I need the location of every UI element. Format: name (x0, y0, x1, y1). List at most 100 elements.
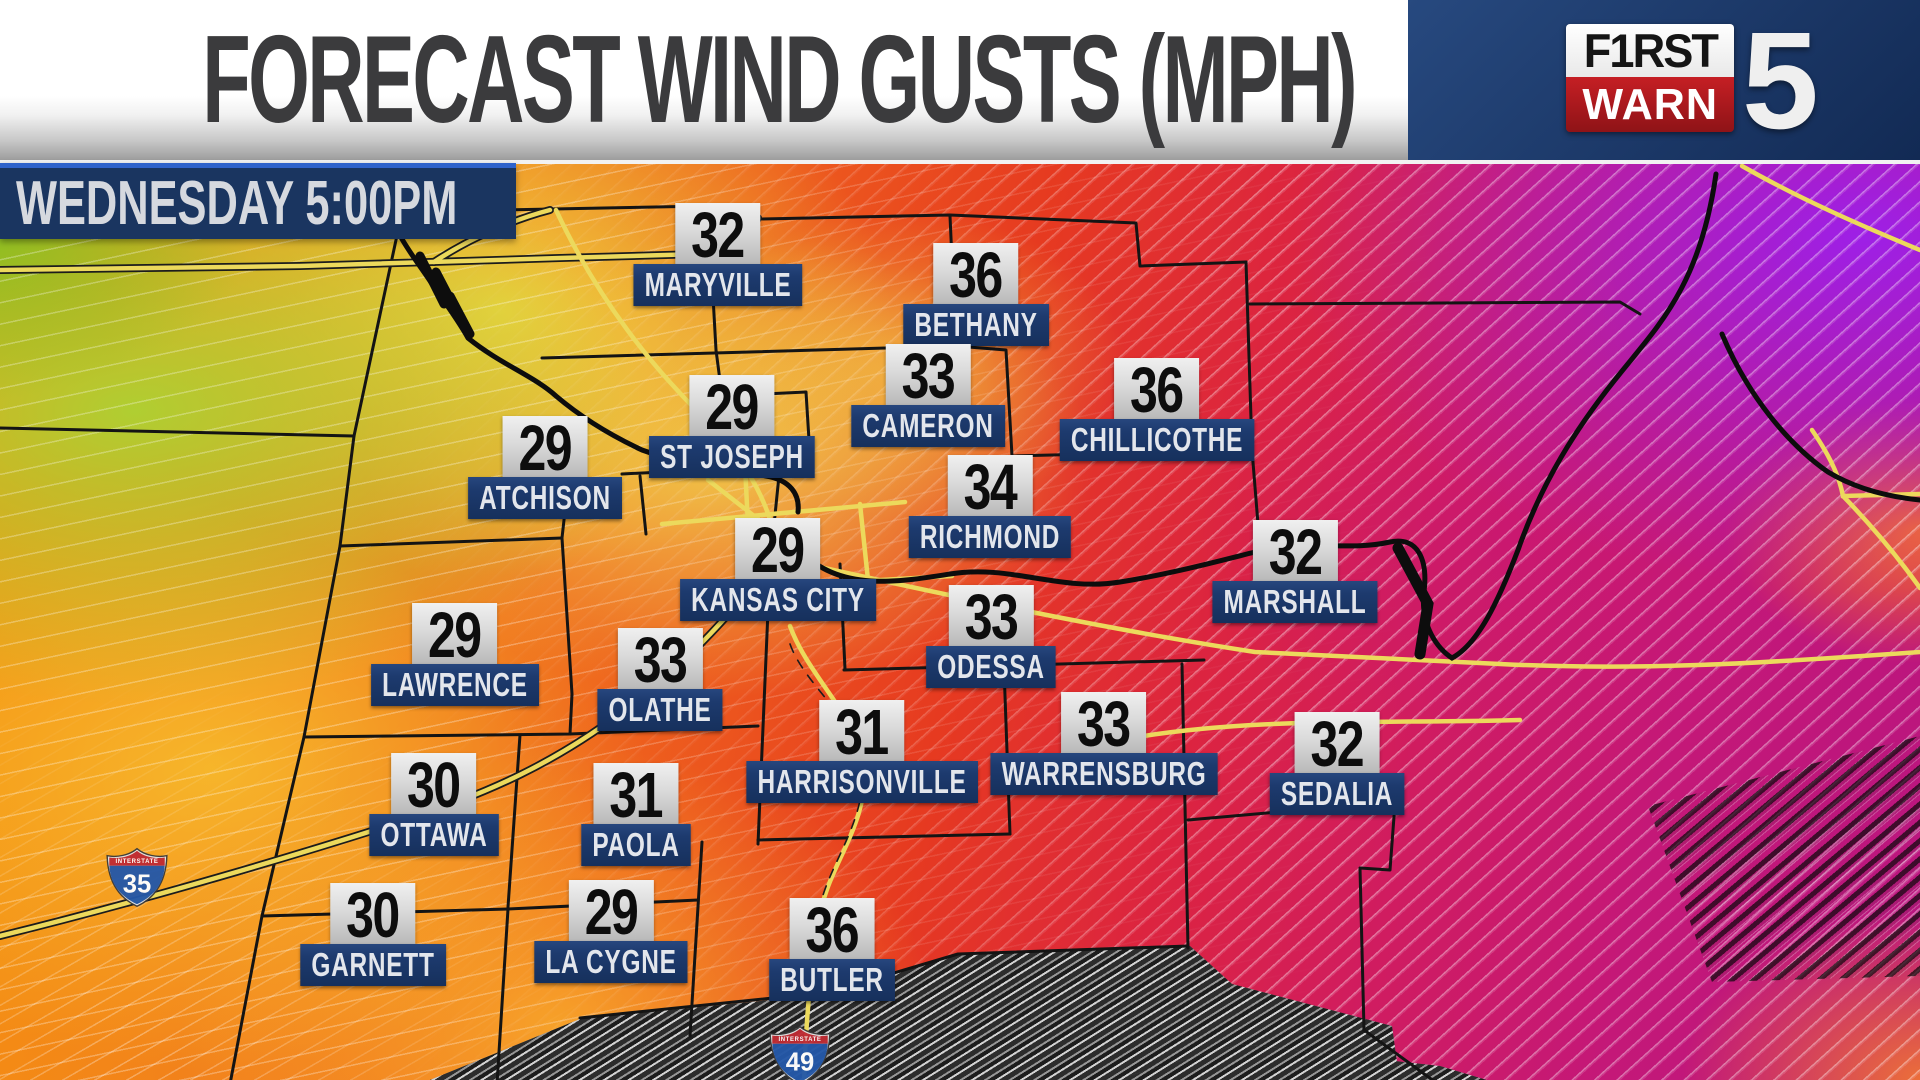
gust-value-badge: 29 (689, 371, 775, 443)
gust-value: 34 (963, 451, 1018, 523)
city-name-bar: GARNETT (300, 944, 446, 986)
gust-value-badge: 32 (1252, 516, 1338, 588)
svg-text:INTERSTATE: INTERSTATE (779, 1037, 822, 1043)
gust-value-badge: 29 (568, 876, 654, 948)
city-gust-label: 33 ODESSA (903, 581, 1078, 688)
city-name-bar: KANSAS CITY (680, 579, 876, 621)
gust-value-badge: 30 (330, 879, 416, 951)
city-name-bar: CHILLICOTHE (1059, 419, 1255, 461)
city-gust-label: 36 BUTLER (747, 894, 917, 1001)
city-gust-label: 34 RICHMOND (880, 451, 1099, 558)
city-name-bar: MARSHALL (1212, 581, 1378, 623)
svg-text:INTERSTATE: INTERSTATE (116, 859, 159, 865)
city-name-bar: LA CYGNE (534, 941, 688, 983)
city-name-bar: OLATHE (597, 689, 723, 731)
city-name-bar: LAWRENCE (371, 664, 539, 706)
gust-value-badge: 29 (412, 599, 498, 671)
city-name: MARYVILLE (644, 266, 792, 303)
city-name: ODESSA (937, 648, 1045, 685)
city-name-bar: WARRENSBURG (990, 753, 1218, 795)
gust-value-badge: 36 (1114, 354, 1200, 426)
page-title: FORECAST WIND GUSTS (MPH) (202, 11, 1358, 149)
city-gust-label: 31 HARRISONVILLE (706, 696, 1019, 803)
logo-first-band: F1RST (1566, 24, 1734, 77)
city-name: MARSHALL (1223, 583, 1367, 620)
city-gust-label: 29 KANSAS CITY (646, 514, 911, 621)
gust-value-badge: 36 (933, 239, 1019, 311)
city-name-bar: OTTAWA (369, 814, 499, 856)
gust-value-badge: 29 (502, 412, 588, 484)
city-gust-label: 36 CHILLICOTHE (1026, 354, 1289, 461)
city-name: PAOLA (592, 826, 680, 863)
city-gust-label: 33 CAMERON (824, 340, 1032, 447)
timestamp-label: WEDNESDAY 5:00PM (16, 169, 458, 238)
city-name-bar: ODESSA (926, 646, 1056, 688)
gust-value-badge: 33 (948, 581, 1034, 653)
city-name-bar: PAOLA (581, 824, 691, 866)
gust-value: 30 (346, 879, 401, 951)
gust-value: 36 (1130, 354, 1185, 426)
gust-value: 32 (1310, 708, 1365, 780)
gust-value: 33 (964, 581, 1019, 653)
city-name-bar: SEDALIA (1269, 773, 1405, 815)
city-name: RICHMOND (919, 518, 1061, 555)
city-name-bar: BUTLER (769, 959, 895, 1001)
city-name: OTTAWA (380, 816, 488, 853)
gust-value: 32 (691, 199, 746, 271)
city-name-bar: CAMERON (851, 405, 1005, 447)
city-name: BUTLER (780, 961, 884, 998)
gust-value: 32 (1268, 516, 1323, 588)
city-gust-label: 32 SEDALIA (1246, 708, 1428, 815)
city-name: OLATHE (608, 691, 712, 728)
gust-value-badge: 34 (947, 451, 1033, 523)
city-gust-label: 29 ST JOSEPH (620, 371, 844, 478)
gust-value: 31 (609, 759, 664, 831)
city-name-bar: MARYVILLE (633, 264, 803, 306)
header-bar: FORECAST WIND GUSTS (MPH) F1RST WARN 5 (0, 0, 1920, 160)
city-gust-label: 31 PAOLA (562, 759, 710, 866)
gust-value: 29 (518, 412, 573, 484)
city-name-bar: BETHANY (903, 304, 1049, 346)
city-name: KANSAS CITY (691, 581, 865, 618)
city-name-bar: HARRISONVILLE (746, 761, 978, 803)
city-name: LAWRENCE (382, 666, 528, 703)
gust-value-badge: 36 (789, 894, 875, 966)
timestamp-banner: WEDNESDAY 5:00PM (0, 163, 516, 239)
city-name: SEDALIA (1280, 775, 1394, 812)
gust-value: 29 (705, 371, 760, 443)
city-gust-label: 29 LA CYGNE (507, 876, 714, 983)
city-gust-label: 32 MARSHALL (1183, 516, 1406, 623)
gust-value: 31 (835, 696, 890, 768)
gust-value: 33 (901, 340, 956, 412)
interstate-shield: INTERSTATE 49 (768, 1025, 832, 1080)
gust-value: 30 (407, 749, 462, 821)
city-name-bar: RICHMOND (908, 516, 1072, 558)
gust-value: 33 (633, 624, 688, 696)
gust-value: 33 (1077, 688, 1132, 760)
city-gust-label: 29 LAWRENCE (342, 599, 569, 706)
gust-value-badge: 29 (735, 514, 821, 586)
station-logo-box: F1RST WARN 5 (1408, 0, 1920, 160)
city-name: GARNETT (311, 946, 435, 983)
logo-warn-text: WARN (1582, 79, 1718, 129)
city-name-bar: ATCHISON (468, 477, 622, 519)
city-name-bar: ST JOSEPH (649, 436, 815, 478)
svg-text:49: 49 (786, 1048, 814, 1076)
city-name: LA CYGNE (545, 943, 677, 980)
city-gust-label: 33 OLATHE (575, 624, 744, 731)
city-name: BETHANY (914, 306, 1038, 343)
city-gust-label: 30 GARNETT (275, 879, 472, 986)
gust-value-badge: 33 (617, 624, 703, 696)
interstate-shield-icon: INTERSTATE 49 (769, 1025, 831, 1080)
gust-value-badge: 32 (1294, 708, 1380, 780)
city-name: HARRISONVILLE (757, 763, 967, 800)
city-name: WARRENSBURG (1001, 755, 1207, 792)
gust-value-badge: 33 (1061, 688, 1147, 760)
gust-value: 29 (584, 876, 639, 948)
gust-value-badge: 31 (593, 759, 679, 831)
first-warn-logo: F1RST WARN (1566, 24, 1734, 132)
city-gust-label: 32 MARYVILLE (604, 199, 832, 306)
city-gust-label: 36 BETHANY (878, 239, 1075, 346)
